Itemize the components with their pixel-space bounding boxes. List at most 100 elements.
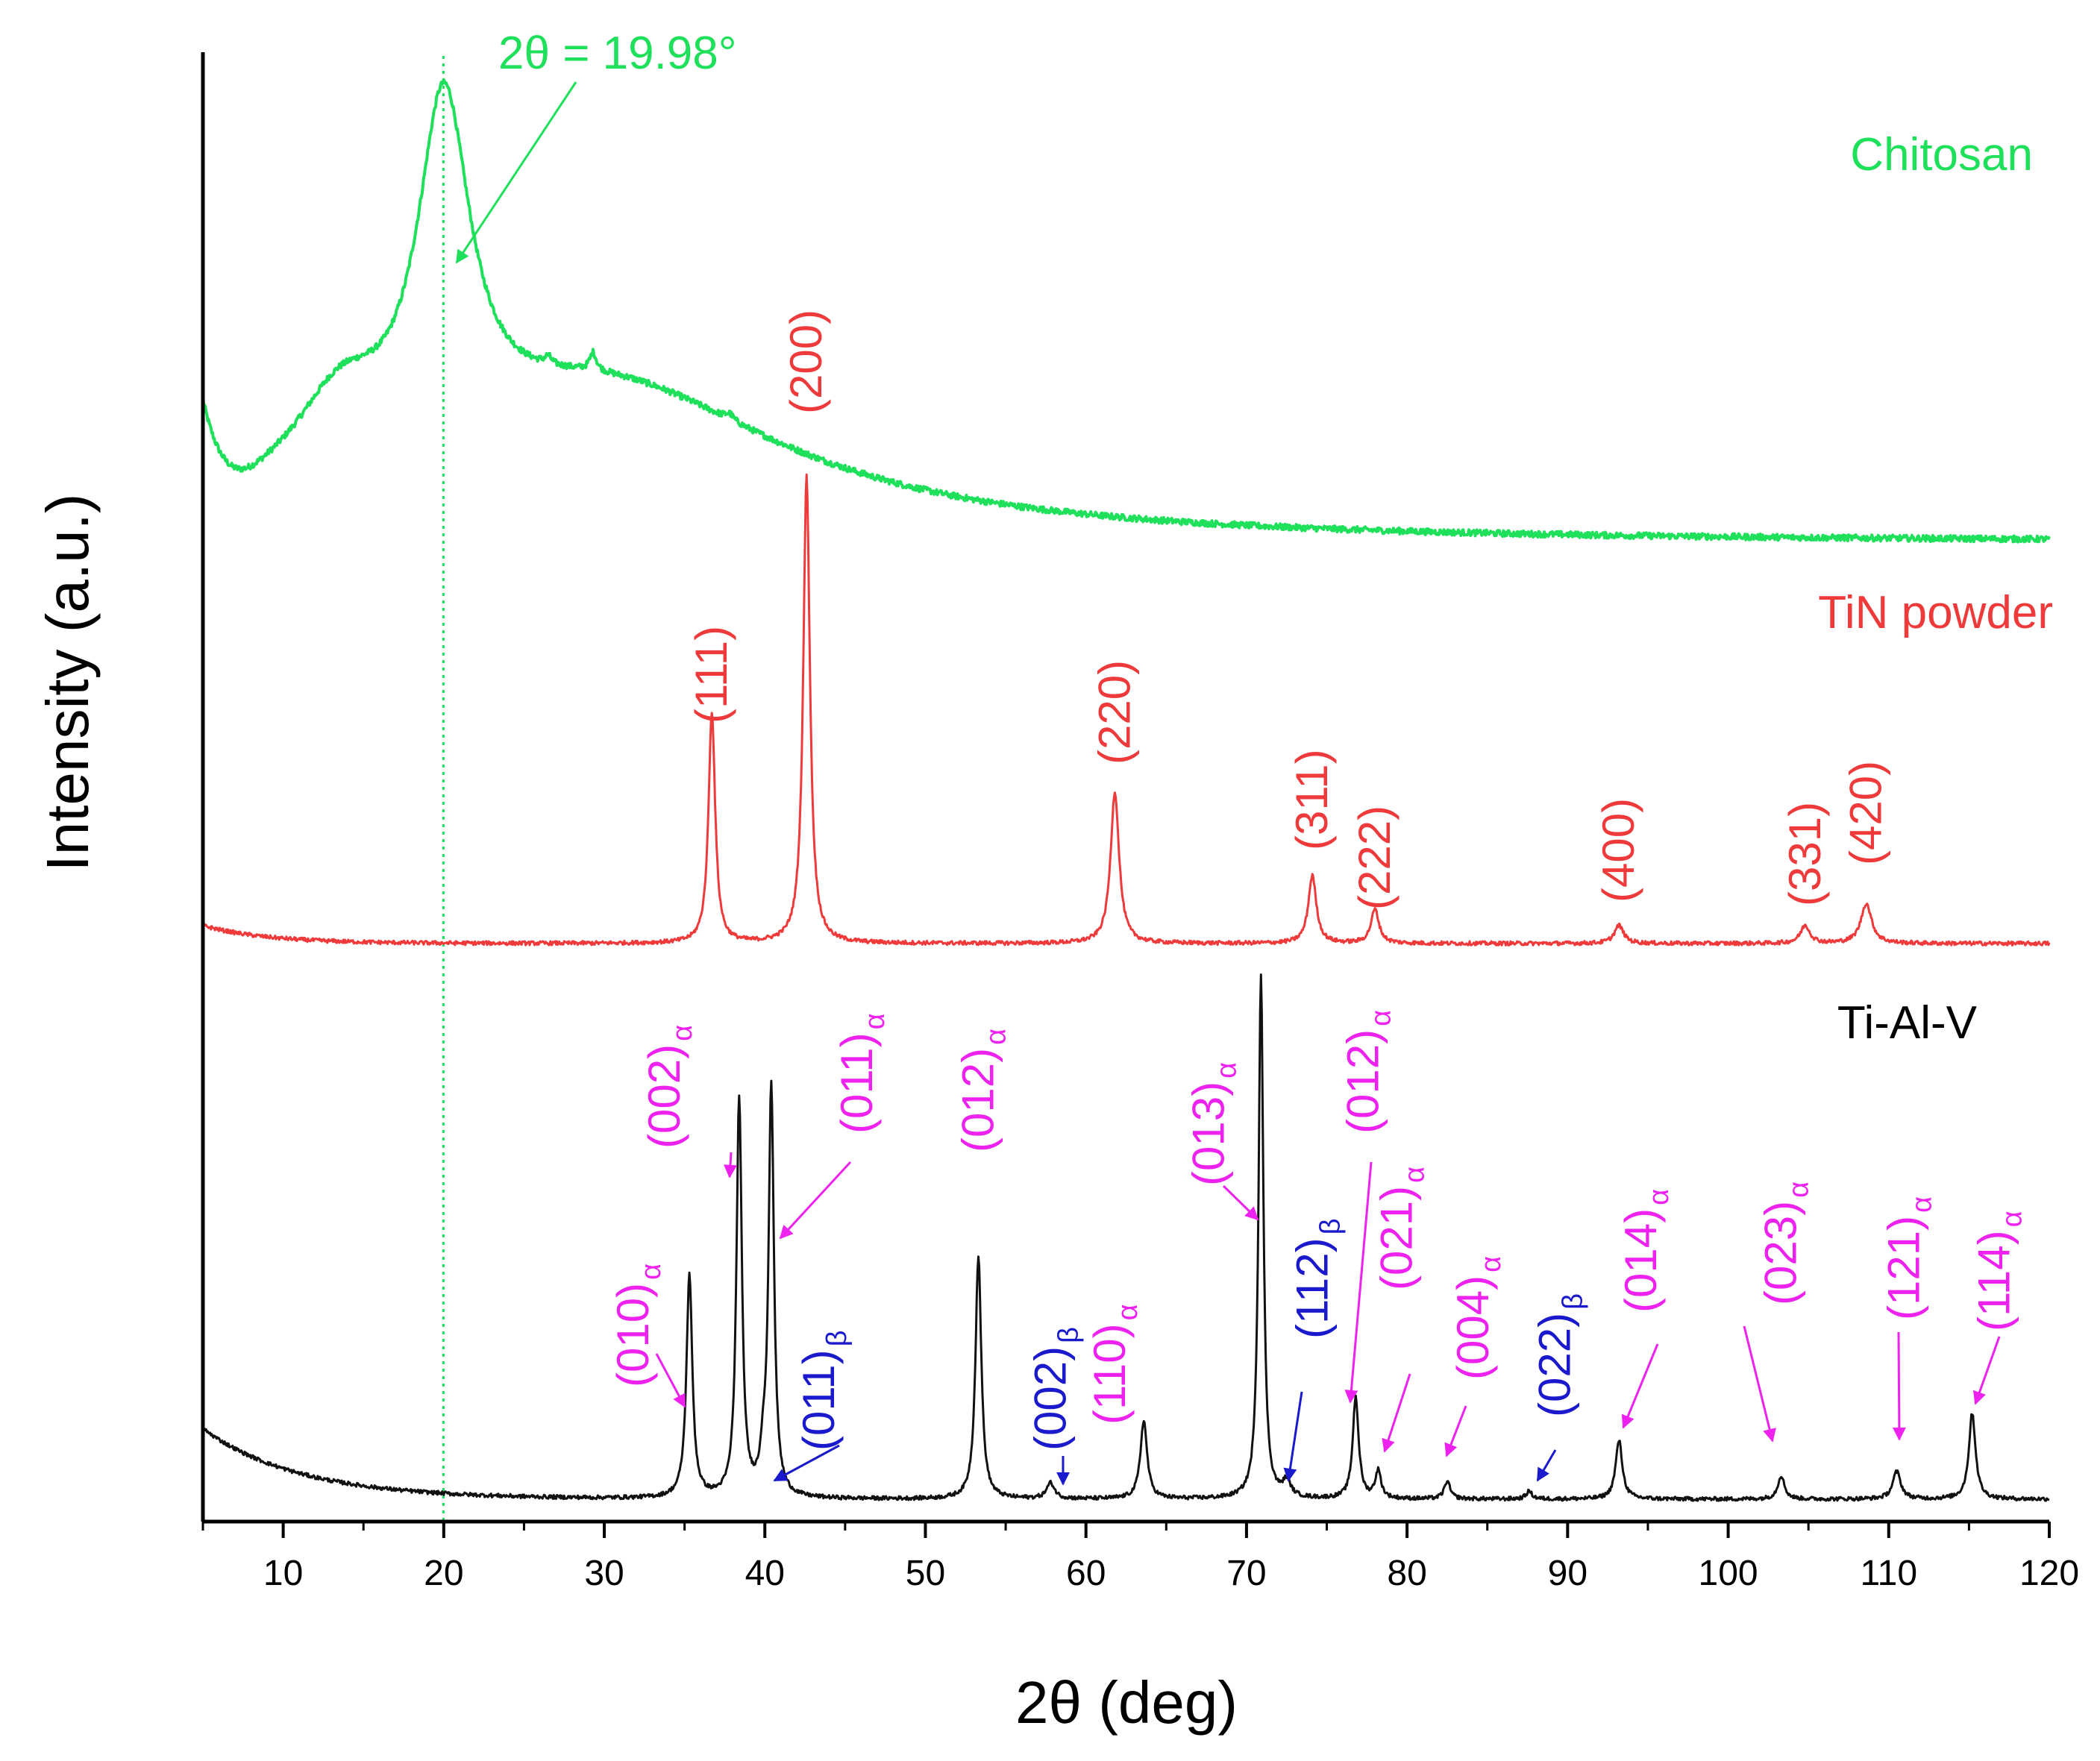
series-line-chitosan	[201, 78, 2051, 544]
series-labels: Chitosan TiN powder Ti-Al-V	[1818, 129, 2053, 1049]
series-line-ti-al-v	[201, 973, 2050, 1502]
x-tick-label: 100	[1699, 1554, 1758, 1593]
peak-label: (110) α	[1085, 1304, 1144, 1425]
peak-label: (111)	[686, 626, 736, 723]
phase-subscript: α	[1784, 1181, 1815, 1198]
peak-arrow	[1344, 1161, 1373, 1404]
phase-subscript: β	[1315, 1219, 1347, 1235]
peak-label-text: (022)	[1530, 1313, 1580, 1417]
x-tick-label: 40	[745, 1554, 785, 1593]
peak-label-text: (331)	[1780, 802, 1830, 906]
peak-label-text: (111)	[686, 626, 736, 723]
peak-label-text: (220)	[1089, 660, 1139, 765]
peak-label: (114) α	[1969, 1211, 2028, 1331]
x-tick-label: 30	[584, 1554, 624, 1593]
peak-label-text: (114)	[1969, 1230, 2019, 1331]
x-tick-label: 70	[1226, 1554, 1266, 1593]
peak-label: (012) α	[1338, 1010, 1397, 1134]
peak-label-text: (200)	[781, 310, 831, 414]
peak-label: (012) α	[953, 1029, 1012, 1152]
peak-label-text: (013)	[1183, 1082, 1233, 1186]
x-ticks: 10 20 30 40 50 60 70 80 90 100 110 120	[201, 1522, 2079, 1593]
x-tick-label: 120	[2019, 1554, 2079, 1593]
peak-label: (112) β	[1288, 1219, 1347, 1339]
peak-label-text: (112)	[1288, 1237, 1338, 1339]
peak-label-text: (400)	[1593, 798, 1643, 903]
peak-arrow	[1283, 1391, 1303, 1482]
phase-subscript: α	[1643, 1189, 1675, 1205]
peak-label: (022) β	[1530, 1293, 1589, 1417]
phase-subscript: α	[1112, 1304, 1144, 1320]
phase-subscript: α	[1399, 1167, 1430, 1183]
peak-label: (121) α	[1879, 1196, 1938, 1320]
annotation-arrow	[455, 81, 577, 264]
series-label: Ti-Al-V	[1837, 997, 1978, 1049]
peak-arrow	[1743, 1325, 1776, 1443]
peak-label: (220)	[1089, 660, 1139, 765]
peak-label: (002) β	[1025, 1327, 1084, 1451]
plot-area	[201, 56, 2051, 1522]
peak-arrow	[1972, 1336, 2001, 1405]
phase-subscript: α	[859, 1013, 891, 1029]
peak-label-text: (110)	[1085, 1323, 1135, 1425]
axes	[201, 52, 2049, 1524]
peak-arrow	[1621, 1343, 1659, 1429]
phase-subscript: β	[1558, 1293, 1589, 1310]
phase-subscript: α	[1997, 1211, 2028, 1227]
peak-label-text: (004)	[1448, 1275, 1498, 1380]
peak-label: (013) α	[1183, 1062, 1242, 1186]
x-tick-label: 80	[1387, 1554, 1426, 1593]
x-tick-label: 20	[424, 1554, 463, 1593]
peak-label-text: (012)	[953, 1048, 1003, 1152]
peak-label: (200)	[781, 310, 831, 414]
series-label: TiN powder	[1818, 587, 2053, 638]
y-axis-title: Intensity (a.u.)	[34, 494, 101, 872]
peak-label-text: (311)	[1287, 749, 1337, 850]
peak-label-text: (010)	[608, 1283, 658, 1387]
x-tick-label: 90	[1548, 1554, 1587, 1593]
phase-subscript: α	[636, 1264, 667, 1280]
peak-label: (002) α	[639, 1025, 698, 1149]
phase-subscript: β	[1053, 1327, 1084, 1343]
peak-label: (021) α	[1371, 1167, 1430, 1290]
phase-subscript: β	[821, 1331, 853, 1347]
peak-label-text: (012)	[1338, 1029, 1388, 1134]
phase-subscript: α	[667, 1025, 698, 1041]
peak-arrow	[773, 1444, 840, 1482]
peak-label: (222)	[1350, 806, 1400, 910]
x-tick-label: 110	[1861, 1554, 1918, 1593]
series-line-tin-powder	[201, 473, 2051, 947]
peak-label: (420)	[1841, 761, 1891, 865]
peak-label-text: (011)	[832, 1032, 882, 1134]
peak-arrow	[1382, 1373, 1411, 1453]
phase-subscript: α	[1211, 1062, 1242, 1079]
peak-label-text: (420)	[1841, 761, 1891, 865]
peak-arrow	[1444, 1405, 1467, 1457]
peak-label: (004) α	[1448, 1256, 1507, 1380]
peak-label-text: (002)	[1025, 1346, 1075, 1451]
peak-label-text: (002)	[639, 1044, 689, 1149]
peak-label: (010) α	[608, 1264, 667, 1387]
peak-label-text: (011)	[794, 1349, 844, 1451]
peak-label-text: (021)	[1371, 1186, 1421, 1290]
peak-label-text: (014)	[1616, 1208, 1666, 1313]
peak-arrow	[723, 1152, 737, 1178]
phase-subscript: α	[1907, 1196, 1938, 1213]
phase-subscript: α	[1365, 1010, 1397, 1026]
peak-arrow	[1536, 1449, 1557, 1482]
peak-label: (311)	[1287, 749, 1337, 850]
peak-label: (011) α	[832, 1013, 891, 1134]
peak-label-text: (222)	[1350, 806, 1400, 910]
peak-arrow	[655, 1353, 686, 1408]
annotations: 2θ = 19.98°	[455, 28, 2001, 1486]
peak-label: (014) α	[1616, 1189, 1675, 1313]
x-tick-label: 50	[906, 1554, 945, 1593]
peak-label: (331)	[1780, 802, 1830, 906]
phase-subscript: α	[1476, 1256, 1507, 1272]
peak-label: (011) β	[794, 1331, 853, 1451]
peak-arrow	[779, 1161, 852, 1240]
peak-label-text: (023)	[1756, 1201, 1806, 1305]
peak-arrow	[1222, 1184, 1259, 1221]
series-label: Chitosan	[1850, 129, 2033, 181]
